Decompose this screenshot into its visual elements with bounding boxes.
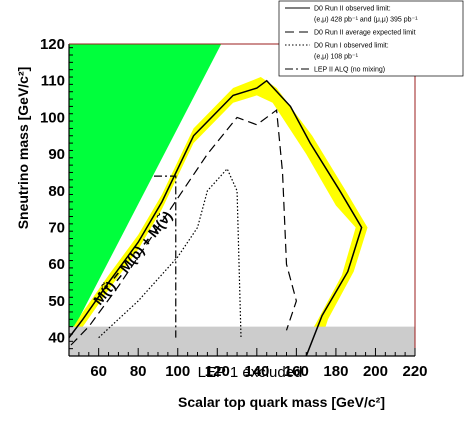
legend-entry: D0 Run II observed limit: <box>314 6 391 13</box>
y-tick-label: 70 <box>48 220 65 237</box>
y-tick-label: 100 <box>40 109 65 126</box>
x-tick-label: 120 <box>205 363 230 380</box>
x-tick-label: 100 <box>165 363 190 380</box>
legend-entry: (e,μ) 428 pb⁻¹ and (μ,μ) 395 pb⁻¹ <box>314 17 418 24</box>
legend-entry: LEP II ALQ (no mixing) <box>314 67 385 74</box>
y-tick-label: 110 <box>41 73 65 90</box>
x-tick-label: 80 <box>130 363 147 380</box>
lep1-excluded-label: LEP 1 excluded <box>198 364 303 381</box>
legend-entry: D0 Run II average expected limit <box>314 30 416 37</box>
tick-labels: 60 80 100 120 140 160 180 200 220 40 50 60 70 80 90 100… <box>40 36 428 380</box>
kinematic-forbidden-region <box>69 44 222 338</box>
x-tick-label: 140 <box>244 363 269 380</box>
limit-curves <box>69 79 363 356</box>
y-tick-label: 60 <box>48 256 65 273</box>
x-axis-title: Scalar top quark mass [GeV/c²] <box>178 394 385 410</box>
x-tick-label: 60 <box>90 363 107 380</box>
y-tick-label: 50 <box>48 293 65 310</box>
y-axis-title: Sneutrino mass [GeV/c²] <box>15 67 31 230</box>
x-tick-label: 180 <box>323 363 348 380</box>
legend: D0 Run II observed limit: (e,μ) 428 pb⁻¹ … <box>278 0 464 77</box>
y-tick-label: 40 <box>48 330 65 347</box>
series-line-dashdot <box>154 175 177 338</box>
legend-box <box>278 0 464 77</box>
x-tick-label: 160 <box>284 363 309 380</box>
series-line-solid <box>69 79 363 356</box>
y-tick-label: 90 <box>48 146 65 163</box>
filled-regions <box>69 44 415 356</box>
series-line-dashed <box>70 108 297 346</box>
x-tick-label: 200 <box>363 363 388 380</box>
y-tick-label: 120 <box>40 36 65 53</box>
series-line-dotted <box>98 167 242 339</box>
legend-entry: (e,μ) 108 pb⁻¹ <box>314 54 359 61</box>
legend-entry: D0 Run I observed limit: <box>314 43 389 50</box>
lep1-excluded-band <box>69 326 415 356</box>
x-tick-label: 220 <box>402 363 427 380</box>
y-tick-label: 80 <box>48 183 65 200</box>
